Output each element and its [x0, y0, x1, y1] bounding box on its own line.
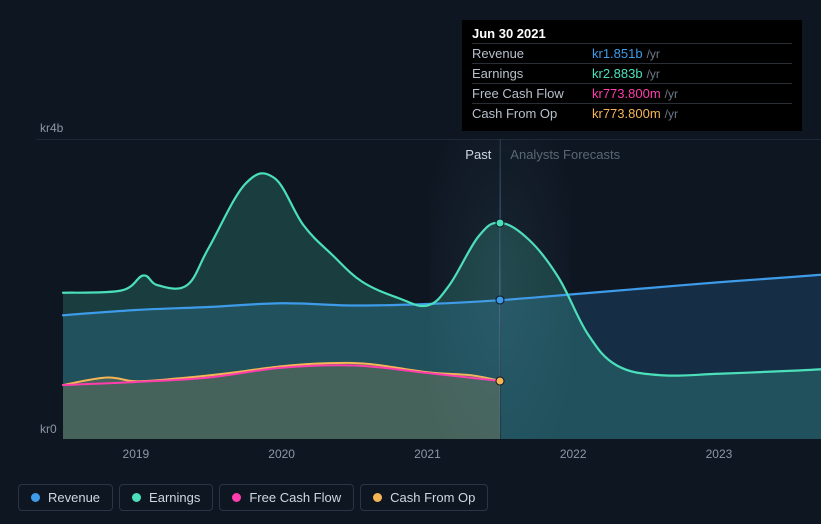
legend-item-earnings[interactable]: Earnings — [119, 484, 213, 511]
series-marker — [496, 376, 505, 385]
chart-svg — [63, 139, 821, 439]
tooltip-row-unit: /yr — [647, 67, 660, 81]
x-axis-labels: 2019 2020 2021 2022 2023 — [63, 447, 821, 467]
legend-label: Free Cash Flow — [249, 490, 341, 505]
y-tick-label: kr4b — [40, 121, 63, 135]
tooltip-row: Earningskr2.883b/yr — [472, 63, 792, 83]
x-tick-label: 2022 — [560, 447, 587, 461]
legend-label: Cash From Op — [390, 490, 475, 505]
tooltip-row-unit: /yr — [647, 47, 660, 61]
tooltip-row-value: kr773.800m — [592, 86, 661, 101]
series-marker — [496, 296, 505, 305]
y-tick-label: kr0 — [40, 422, 57, 436]
tooltip-row: Free Cash Flowkr773.800m/yr — [472, 83, 792, 103]
legend-swatch — [132, 493, 141, 502]
cursor-line — [499, 139, 501, 439]
x-tick-label: 2023 — [706, 447, 733, 461]
legend-swatch — [232, 493, 241, 502]
legend-item-revenue[interactable]: Revenue — [18, 484, 113, 511]
legend: Revenue Earnings Free Cash Flow Cash From O… — [18, 484, 488, 511]
tooltip-header: Jun 30 2021 — [472, 26, 792, 41]
series-marker — [496, 218, 505, 227]
tooltip-row-value: kr2.883b — [592, 66, 643, 81]
forecast-label: Analysts Forecasts — [510, 147, 620, 162]
x-tick-label: 2021 — [414, 447, 441, 461]
past-label: Past — [465, 147, 491, 162]
legend-item-fcf[interactable]: Free Cash Flow — [219, 484, 354, 511]
legend-label: Earnings — [149, 490, 200, 505]
tooltip-row-label: Revenue — [472, 46, 592, 61]
tooltip-row: Revenuekr1.851b/yr — [472, 43, 792, 63]
tooltip-row-label: Earnings — [472, 66, 592, 81]
tooltip-row-value: kr773.800m — [592, 106, 661, 121]
plot-area[interactable] — [63, 139, 821, 439]
legend-label: Revenue — [48, 490, 100, 505]
tooltip: Jun 30 2021 Revenuekr1.851b/yrEarningskr… — [462, 20, 802, 131]
tooltip-row-value: kr1.851b — [592, 46, 643, 61]
legend-item-cfo[interactable]: Cash From Op — [360, 484, 488, 511]
x-tick-label: 2019 — [123, 447, 150, 461]
legend-swatch — [373, 493, 382, 502]
tooltip-row-unit: /yr — [665, 107, 678, 121]
tooltip-row-label: Cash From Op — [472, 106, 592, 121]
legend-swatch — [31, 493, 40, 502]
tooltip-row-unit: /yr — [665, 87, 678, 101]
x-tick-label: 2020 — [268, 447, 295, 461]
tooltip-row-label: Free Cash Flow — [472, 86, 592, 101]
tooltip-row: Cash From Opkr773.800m/yr — [472, 103, 792, 123]
